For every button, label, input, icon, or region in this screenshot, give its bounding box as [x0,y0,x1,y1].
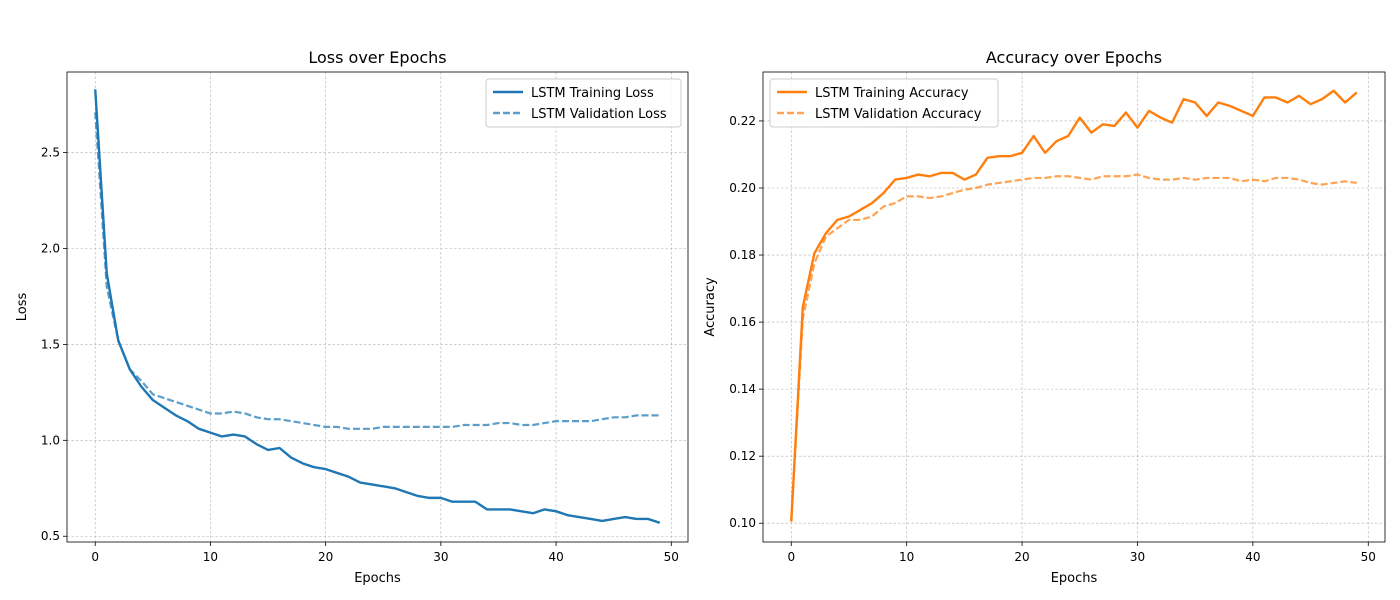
y-tick-label: 2.5 [41,146,60,160]
y-tick-label: 0.5 [41,529,60,543]
y-tick-label: 0.14 [729,382,756,396]
y-tick-label: 0.16 [729,315,756,329]
legend-label: LSTM Training Accuracy [815,86,969,101]
series-line-lstm-validation-accuracy [790,173,1357,520]
y-tick-label: 2.0 [41,241,60,255]
x-tick-label: 50 [664,550,679,564]
y-tick-label: 0.22 [729,114,756,128]
x-tick-label: 10 [203,550,218,564]
x-tick-label: 10 [899,550,914,564]
y-tick-label: 0.12 [729,449,756,463]
y-tick-label: 1.5 [41,337,60,351]
x-tick-label: 40 [1245,550,1260,564]
y-tick-label: 1.0 [41,433,60,447]
axes-frame [762,71,1386,543]
legend-label: LSTM Training Loss [531,86,654,101]
x-tick-label: 30 [433,550,448,564]
legend: LSTM Training Loss LSTM Validation Loss [485,78,682,128]
x-tick-label: 20 [1014,550,1029,564]
x-tick-label: 40 [548,550,563,564]
series-line-lstm-validation-loss [94,112,660,430]
legend: LSTM Training Accuracy LSTM Validation Ac… [769,78,999,128]
chart-panel-1: 0 10 20 30 40 50 0.5 1.0 1.5 2.0 2.5 Loss over Epoc… [15,48,689,586]
axes-frame [66,71,689,543]
x-tick-label: 20 [318,550,333,564]
y-axis-label: Loss [15,293,30,322]
legend-box [769,78,999,128]
x-tick-label: 0 [787,550,795,564]
legend-box [485,78,682,128]
legend-label: LSTM Validation Accuracy [815,107,982,122]
y-tick-label: 0.10 [729,516,756,530]
legend-label: LSTM Validation Loss [531,107,667,122]
y-axis-label: Accuracy [703,277,718,337]
x-axis-label: Epochs [1051,571,1098,586]
x-tick-label: 50 [1361,550,1376,564]
chart-title: Accuracy over Epochs [986,48,1162,67]
y-tick-label: 0.18 [729,248,756,262]
series-line-lstm-training-loss [94,89,661,524]
x-tick-label: 0 [91,550,99,564]
chart-title: Loss over Epochs [308,48,446,67]
y-tick-label: 0.20 [729,181,756,195]
x-axis-label: Epochs [354,571,401,586]
x-tick-label: 30 [1130,550,1145,564]
chart-panel-2: 0 10 20 30 40 50 0.10 0.12 0.14 0.16 0.18 0.20 0.22 A… [703,48,1386,586]
series-line-lstm-training-accuracy [790,89,1358,522]
